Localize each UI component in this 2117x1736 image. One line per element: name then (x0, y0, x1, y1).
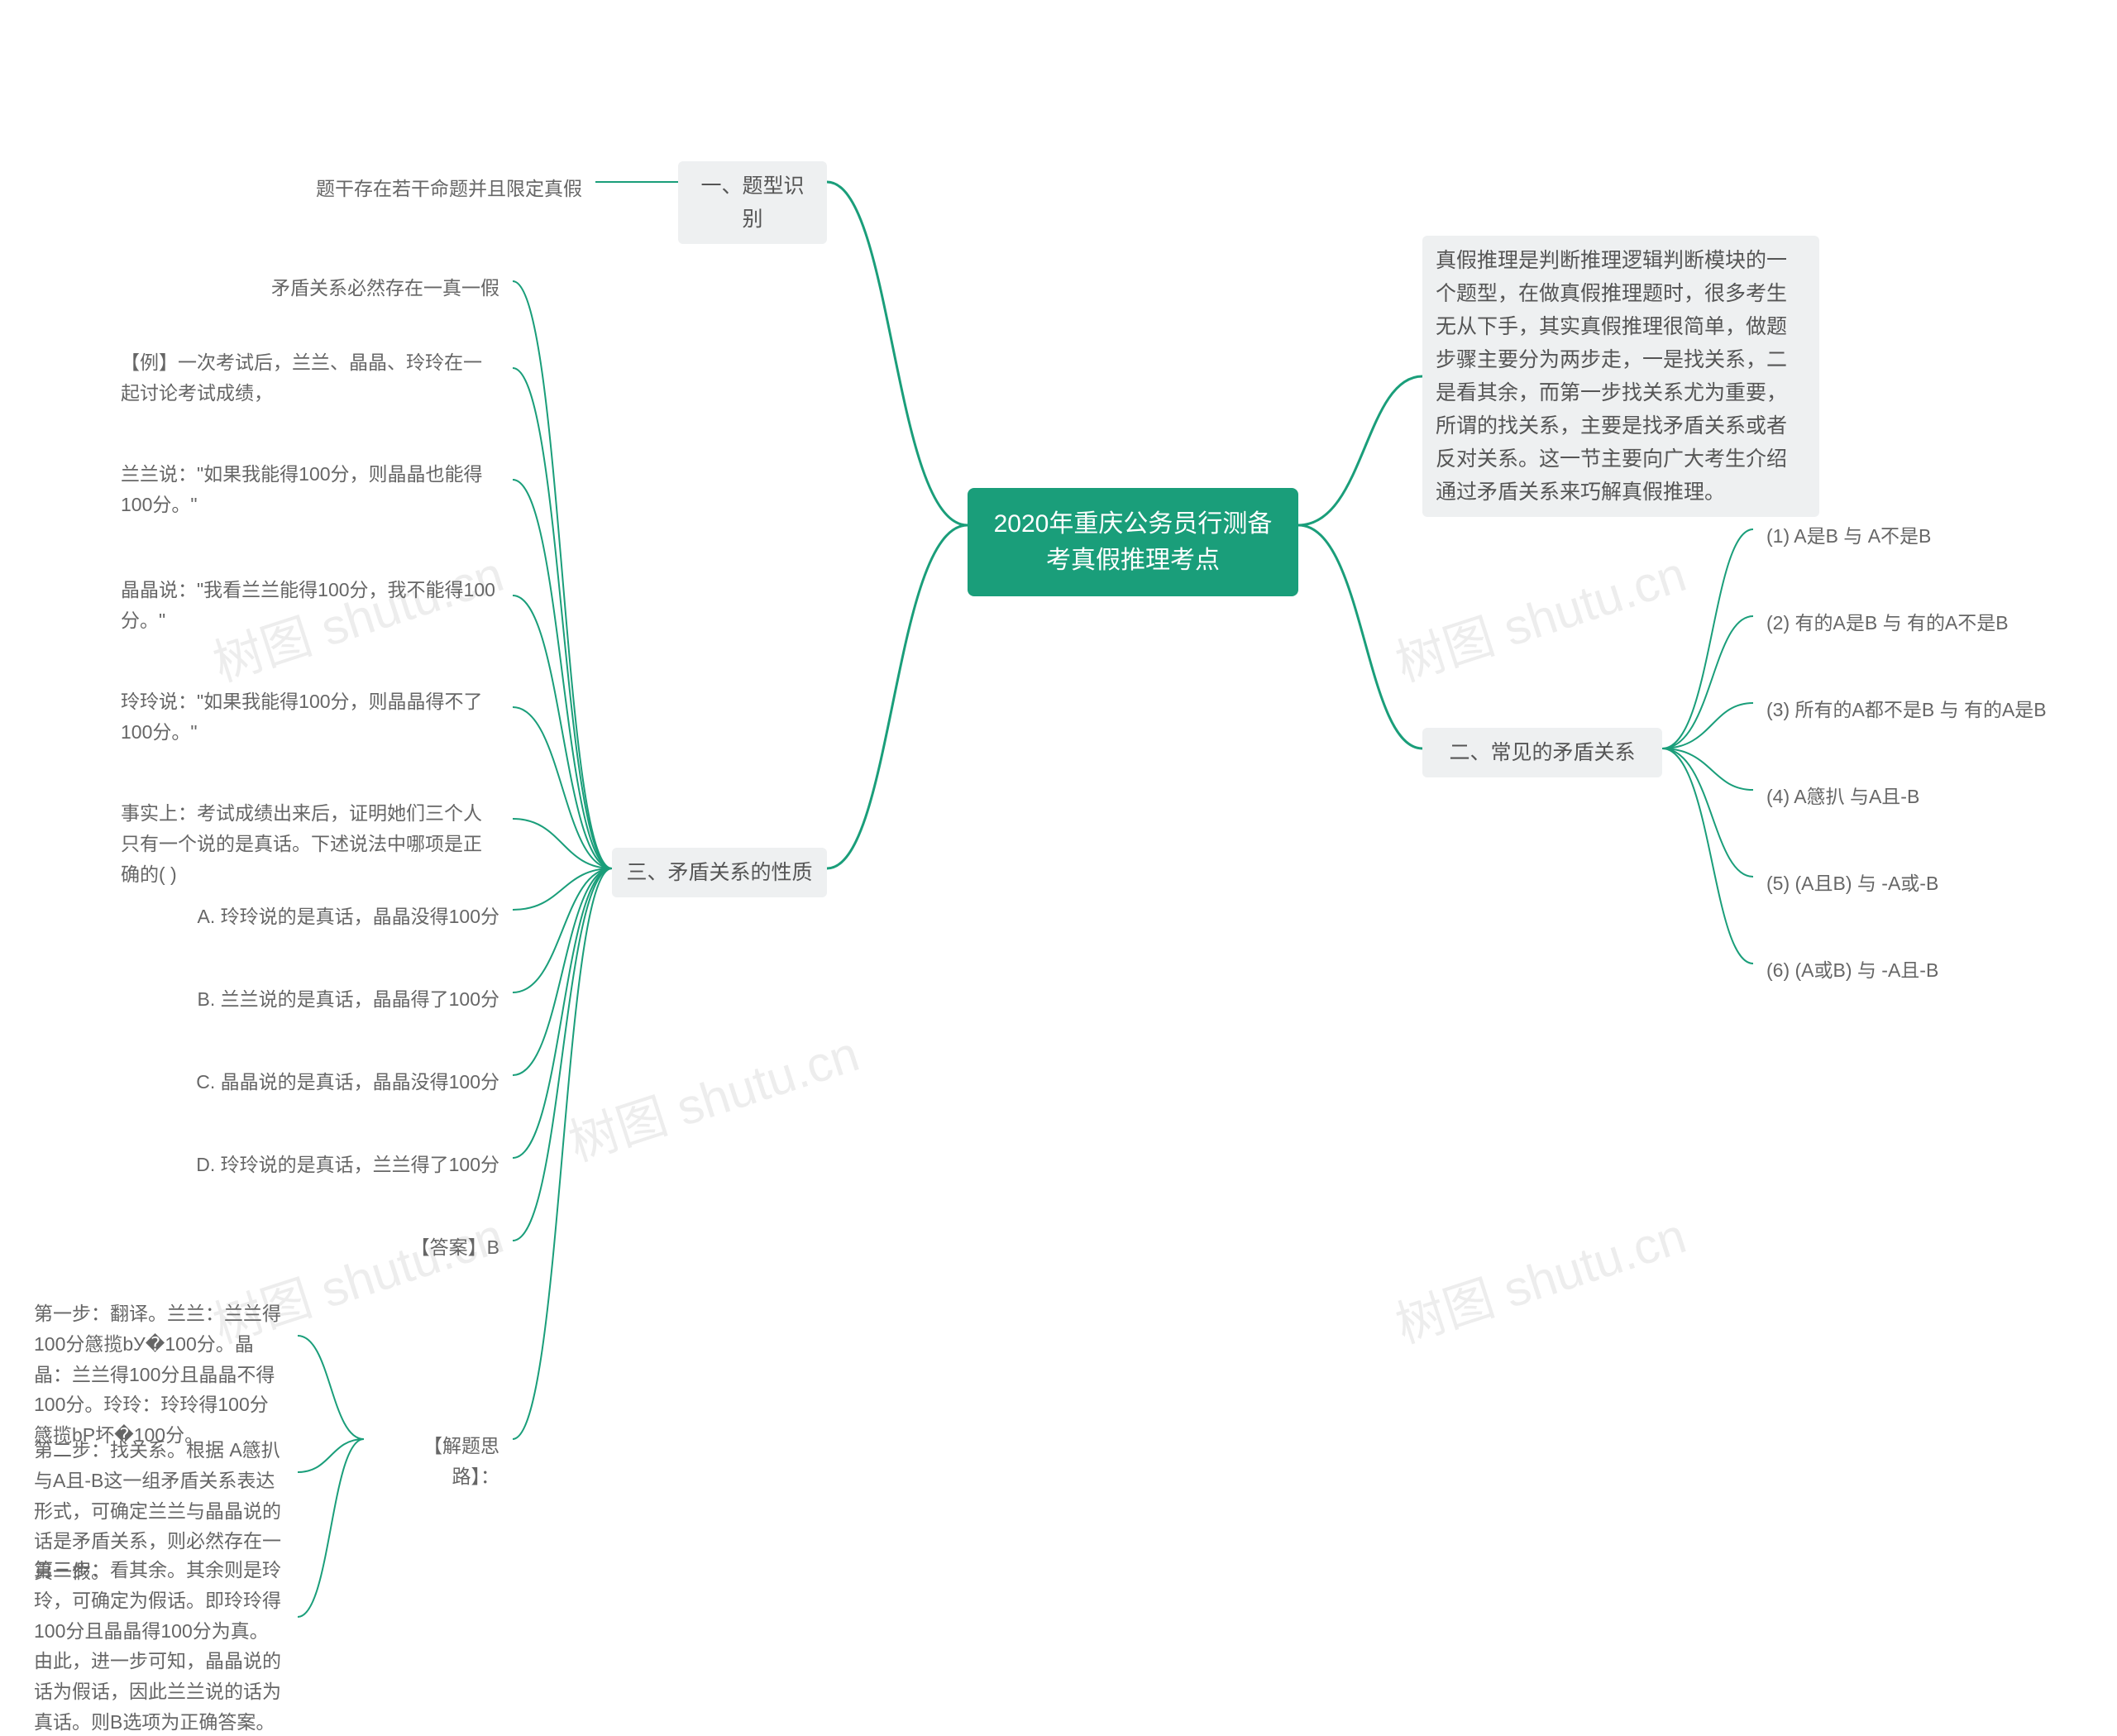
s3-child-3: 兰兰说："如果我能得100分，则晶晶也能得100分。" (108, 451, 513, 528)
s3-child-11: 【答案】B (397, 1224, 513, 1271)
intro-node: 真假推理是判断推理逻辑判断模块的一个题型，在做真假推理题时，很多考生无从下手，其… (1422, 236, 1819, 517)
root-node: 2020年重庆公务员行测备 考真假推理考点 (968, 488, 1298, 596)
section3-title: 三、矛盾关系的性质 (612, 848, 827, 897)
s3-child-8: B. 兰兰说的是真话，晶晶得了100分 (165, 976, 513, 1023)
s2-item-5: (5) (A且B) 与 -A或-B (1753, 860, 1952, 907)
s2-item-3: (3) 所有的A都不是B 与 有的A是B (1753, 686, 2060, 734)
section1-child: 题干存在若干命题并且限定真假 (273, 165, 595, 213)
solution-title: 【解题思路】： (364, 1423, 513, 1500)
s2-item-2: (2) 有的A是B 与 有的A不是B (1753, 600, 2022, 647)
s3-child-5: 玲玲说："如果我能得100分，则晶晶得不了100分。" (108, 678, 513, 756)
s3-child-1: 矛盾关系必然存在一真一假 (232, 265, 513, 312)
s2-item-6: (6) (A或B) 与 -A且-B (1753, 947, 1952, 994)
s2-item-1: (1) A是B 与 A不是B (1753, 513, 1944, 560)
s2-item-4: (4) A䉞扒 与A且-B (1753, 773, 1933, 820)
root-line2: 考真假推理考点 (1046, 547, 1220, 574)
s3-child-4: 晶晶说："我看兰兰能得100分，我不能得100分。" (108, 567, 513, 644)
watermark: 树图 shutu.cn (558, 1014, 867, 1175)
section2-title: 二、常见的矛盾关系 (1422, 728, 1662, 777)
s3-child-10: D. 玲玲说的是真话，兰兰得了100分 (165, 1141, 513, 1188)
watermark: 树图 shutu.cn (1385, 534, 1694, 696)
s3-child-7: A. 玲玲说的是真话，晶晶没得100分 (165, 893, 513, 940)
watermark: 树图 shutu.cn (1385, 1196, 1694, 1357)
root-line1: 2020年重庆公务员行测备 (994, 510, 1273, 538)
s3-child-6: 事实上：考试成绩出来后，证明她们三个人只有一个说的是真话。下述说法中哪项是正确的… (108, 790, 513, 897)
solution-step-3: 第三步：看其余。其余则是玲玲，可确定为假话。即玲玲得100分且晶晶得100分为真… (21, 1547, 298, 1736)
s3-child-2: 【例】一次考试后，兰兰、晶晶、玲玲在一起讨论考试成绩， (108, 339, 513, 417)
mindmap-canvas: 树图 shutu.cn 树图 shutu.cn 树图 shutu.cn 树图 s… (0, 0, 2117, 1736)
s3-child-9: C. 晶晶说的是真话，晶晶没得100分 (165, 1059, 513, 1106)
section1-title: 一、题型识别 (678, 161, 827, 244)
